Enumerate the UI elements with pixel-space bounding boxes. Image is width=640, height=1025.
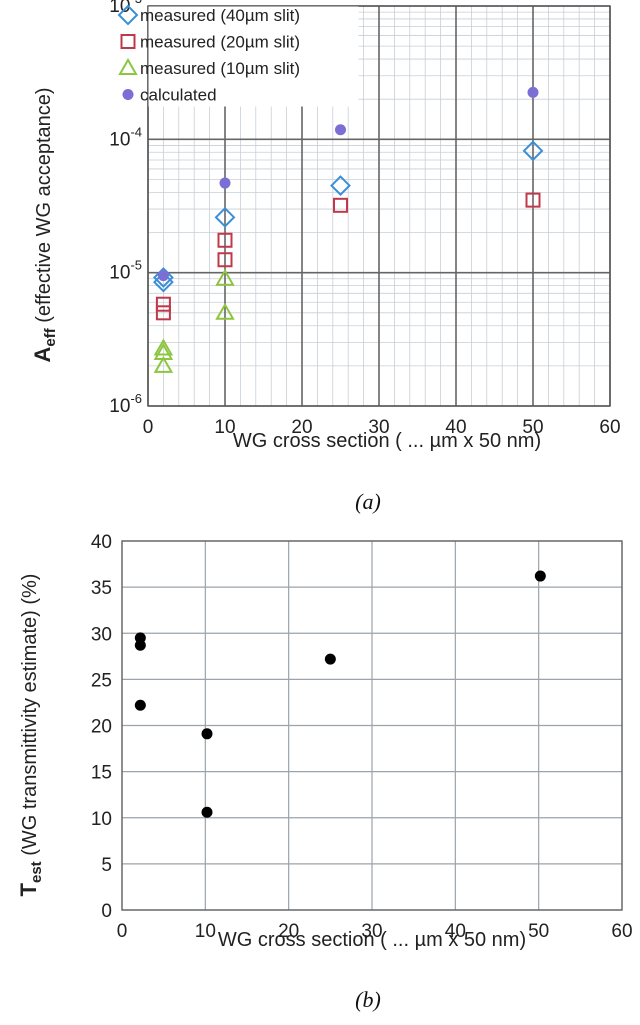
chart-a: 0 10 20 30 40 50 60 10-6 10-5 10-4 10-3 WG cross se…: [30, 0, 621, 514]
data-point-circle: [134, 699, 146, 711]
legend-entry-label: measured (20µm slit): [140, 33, 300, 52]
data-point-triangle: [153, 338, 174, 356]
chart-b-y-tick-label: 30: [91, 624, 112, 645]
legend-marker-triangle: [118, 57, 138, 75]
chart-b-x-tick-label: 60: [611, 921, 632, 942]
legend-entry-label: calculated: [140, 86, 217, 105]
panel-label-a: (a): [355, 489, 381, 514]
data-point-square: [217, 252, 233, 268]
data-point-diamond: [522, 140, 544, 162]
chart-a-y-axis-label: Aeff (effective WG acceptance): [30, 87, 59, 362]
chart-b-y-axis-label: Test (WG transmittivity estimate) (%): [16, 574, 45, 897]
data-point-circle: [534, 570, 546, 582]
data-point-circle: [134, 639, 146, 651]
data-point-diamond: [152, 267, 174, 288]
data-point-circle: [219, 177, 231, 189]
data-point-circle: [201, 728, 213, 740]
legend-marker-circle: [122, 89, 134, 100]
data-point-square: [155, 305, 171, 321]
data-point-diamond: [152, 271, 174, 293]
data-point-circle: [527, 86, 539, 98]
legend-entry-label: measured (10µm slit): [140, 59, 300, 78]
chart-a-x-tick-label: 0: [143, 417, 154, 438]
chart-b-y-tick-label: 5: [101, 855, 112, 876]
data-point-square: [155, 296, 171, 312]
legend-marker-diamond: [117, 4, 139, 26]
chart-b-x-tick-label: 10: [195, 921, 216, 942]
data-point-circle: [157, 270, 169, 282]
chart-a-y-tick-label: 10-4: [109, 124, 142, 150]
chart-b-x-axis-label: WG cross section ( ... µm x 50 nm): [218, 929, 526, 951]
data-point-diamond: [330, 175, 351, 196]
chart-b-y-tick-label: 0: [101, 901, 112, 922]
legend-entry-label: measured (40µm slit): [140, 6, 300, 25]
chart-a-x-tick-label: 10: [214, 417, 235, 438]
data-point-square: [333, 197, 348, 213]
data-point-circle: [335, 124, 346, 136]
legend-marker-square: [120, 34, 136, 49]
chart-b-x-tick-label: 40: [445, 921, 466, 942]
chart-a-x-tick-label: 50: [522, 417, 543, 438]
chart-a-x-tick-label: 40: [445, 417, 466, 438]
data-point-square: [525, 192, 541, 208]
chart-a-x-tick-label: 20: [291, 417, 312, 438]
chart-b-y-tick-label: 10: [91, 809, 112, 830]
chart-b-x-tick-label: 0: [117, 921, 128, 942]
chart-a-legend: measured (40µm slit) measured (20µm slit)…: [117, 4, 359, 107]
panel-label-b: (b): [355, 987, 381, 1012]
chart-b-y-tick-label: 35: [91, 578, 112, 599]
chart-a-x-tick-label: 60: [599, 417, 620, 438]
chart-b-x-tick-label: 30: [361, 921, 382, 942]
chart-a-x-tick-label: 30: [368, 417, 389, 438]
chart-b-x-tick-label: 50: [528, 921, 549, 942]
chart-b-y-tick-label: 40: [91, 532, 112, 553]
chart-b-x-tick-label: 20: [278, 921, 299, 942]
data-point-triangle: [153, 342, 174, 360]
data-point-square: [217, 232, 233, 248]
chart-b-y-tick-label: 20: [91, 717, 112, 738]
data-point-diamond: [214, 206, 236, 228]
chart-b-y-tick-label: 25: [91, 670, 112, 691]
data-point-circle: [201, 806, 213, 818]
chart-a-y-tick-label: 10-3: [109, 0, 142, 17]
data-point-triangle: [215, 302, 235, 320]
chart-a-y-tick-label: 10-6: [109, 391, 142, 417]
chart-a-y-tick-label: 10-5: [109, 258, 142, 284]
data-point-circle: [324, 653, 336, 665]
chart-b-y-tick-label: 15: [91, 763, 112, 784]
data-point-triangle: [215, 268, 235, 286]
data-point-triangle: [153, 355, 174, 373]
chart-a-x-axis-label: WG cross section ( ... µm x 50 nm): [233, 430, 541, 452]
